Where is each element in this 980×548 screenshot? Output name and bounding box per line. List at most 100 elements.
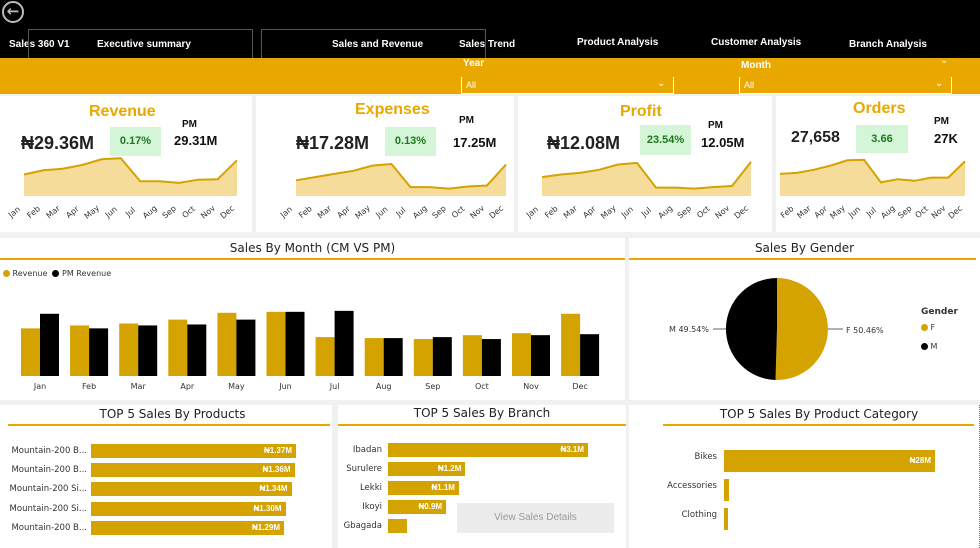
title-underline [629, 258, 976, 260]
month-bar-revenue[interactable] [413, 339, 433, 376]
bar-category-label: Mountain-200 B... [11, 446, 87, 456]
month-bar-pm-revenue[interactable] [40, 313, 59, 376]
sparkline-month-label: Dec [488, 204, 506, 221]
month-bar-revenue[interactable] [119, 323, 139, 377]
horizontal-bar[interactable]: ₦1.30M [91, 501, 286, 516]
legend-m-label: M [930, 342, 938, 351]
month-bar-revenue[interactable] [561, 313, 581, 376]
month-bar-revenue[interactable] [512, 333, 531, 376]
bar-category-label: Clothing [681, 510, 717, 520]
sparkline-month-label: Aug [141, 204, 159, 221]
nav-branch-analysis[interactable]: Branch Analysis [849, 39, 927, 50]
month-axis-label: Sep [425, 382, 440, 391]
sparkline-month-label: Jan [6, 205, 22, 220]
pie-slice-f[interactable] [775, 278, 828, 380]
horizontal-bar[interactable]: ₦0.9M [388, 500, 447, 514]
sparkline-month-label: Aug [411, 204, 429, 221]
month-bar-pm-revenue[interactable] [89, 328, 109, 376]
sparkline-line [541, 161, 752, 190]
sparkline-month-label: Jan [524, 205, 540, 220]
nav-executive-summary[interactable]: Executive summary [97, 39, 191, 50]
sparkline-month-label: Sep [430, 204, 447, 221]
horizontal-bar[interactable]: ₦3.1M [388, 443, 588, 457]
year-filter-select[interactable]: All [461, 77, 674, 94]
sparkline-month-label: May [83, 203, 102, 221]
sparkline-month-label: Oct [695, 204, 711, 220]
horizontal-bar[interactable] [724, 479, 730, 501]
month-bar-pm-revenue[interactable] [236, 319, 256, 376]
sparkline-month-label: Dec [947, 204, 965, 221]
nav-sales-and-revenue[interactable]: Sales and Revenue [332, 39, 424, 50]
sparkline-month-label: Apr [64, 204, 81, 220]
title-underline [663, 424, 974, 426]
sparkline-line [23, 157, 238, 184]
year-filter-value: All [466, 80, 477, 90]
month-bar-revenue[interactable] [462, 335, 482, 376]
sparkline-month-label: Jan [278, 205, 294, 220]
chevron-down-icon[interactable]: ⌄ [940, 55, 949, 66]
kpi-change-badge-profit: 23.54% [640, 125, 691, 155]
nav-product-analysis[interactable]: Product Analysis [577, 37, 659, 48]
kpi-pm-label-expenses: PM [459, 115, 474, 126]
month-bar-revenue[interactable] [70, 325, 90, 376]
back-arrow-icon[interactable]: ← [2, 1, 24, 23]
sparkline-month-label: Oct [450, 204, 466, 220]
legend-f-dot [921, 324, 928, 331]
view-sales-details-button[interactable]: View Sales Details [457, 503, 614, 533]
month-bar-revenue[interactable] [315, 337, 335, 376]
sparkline-month-label: Oct [914, 204, 930, 220]
top-category-card [629, 405, 980, 548]
chevron-down-icon[interactable]: ⌄ [935, 78, 944, 89]
kpi-sparkline-expenses: Jan Feb Mar Apr May Jun Jul Aug Sep Oct Nov Dec [278, 162, 507, 221]
legend-revenue-label: Revenue [12, 269, 48, 278]
horizontal-bar[interactable]: ₦1.2M [388, 462, 466, 476]
month-bar-pm-revenue[interactable] [432, 337, 452, 376]
pie-slice-m[interactable] [725, 277, 777, 380]
pie-label-f: F 50.46% [846, 326, 884, 335]
month-bar-pm-revenue[interactable] [334, 310, 354, 376]
month-bar-pm-revenue[interactable] [481, 339, 501, 376]
month-bar-revenue[interactable] [168, 319, 188, 376]
gender-legend-title: Gender [921, 307, 958, 317]
month-bar-revenue[interactable] [217, 312, 237, 376]
sparkline-month-label: Apr [335, 204, 352, 220]
month-bar-pm-revenue[interactable] [285, 311, 305, 376]
sparkline-month-label: Mar [562, 203, 580, 220]
month-bar-revenue[interactable] [266, 311, 286, 376]
month-chart-legend: Revenue PM Revenue [3, 269, 111, 278]
month-bar-pm-revenue[interactable] [580, 334, 600, 376]
nav-customer-analysis[interactable]: Customer Analysis [711, 37, 802, 48]
month-bar-pm-revenue[interactable] [187, 324, 207, 376]
year-filter-label: Year [463, 58, 485, 69]
month-bar-pm-revenue[interactable] [383, 338, 403, 376]
sparkline-month-label: Jun [846, 205, 862, 221]
horizontal-bar[interactable]: ₦1.29M [91, 520, 285, 535]
title-underline [338, 424, 626, 426]
sparkline-month-label: Aug [879, 204, 897, 221]
sparkline-month-label: Feb [543, 204, 560, 220]
month-filter-select[interactable]: All [739, 77, 952, 94]
horizontal-bar[interactable]: ₦1.34M [91, 482, 292, 497]
title-underline [0, 258, 625, 260]
month-axis-label: Dec [572, 382, 587, 391]
chevron-down-icon[interactable]: ⌄ [657, 78, 666, 89]
horizontal-bar[interactable] [724, 508, 728, 530]
month-bar-pm-revenue[interactable] [138, 325, 158, 376]
month-bar-pm-revenue[interactable] [531, 335, 550, 376]
month-axis-label: Oct [475, 382, 489, 391]
horizontal-bar[interactable]: ₦1.1M [388, 481, 459, 495]
legend-pm-revenue-label: PM Revenue [62, 269, 112, 278]
sparkline-month-label: Sep [896, 204, 913, 221]
kpi-value-expenses: ₦17.28M [296, 133, 370, 153]
sparkline-month-label: Apr [581, 204, 598, 220]
sparkline-month-label: Jul [639, 206, 653, 220]
horizontal-bar[interactable] [388, 519, 408, 533]
month-bar-revenue[interactable] [364, 338, 384, 376]
nav-sales-trend[interactable]: Sales Trend [459, 39, 516, 50]
horizontal-bar[interactable]: ₦1.37M [91, 444, 296, 458]
month-bar-revenue[interactable] [21, 328, 40, 376]
horizontal-bar[interactable]: ₦28M [724, 450, 935, 472]
horizontal-bar[interactable]: ₦1.36M [91, 463, 295, 478]
sparkline-month-label: Jan [776, 205, 778, 220]
